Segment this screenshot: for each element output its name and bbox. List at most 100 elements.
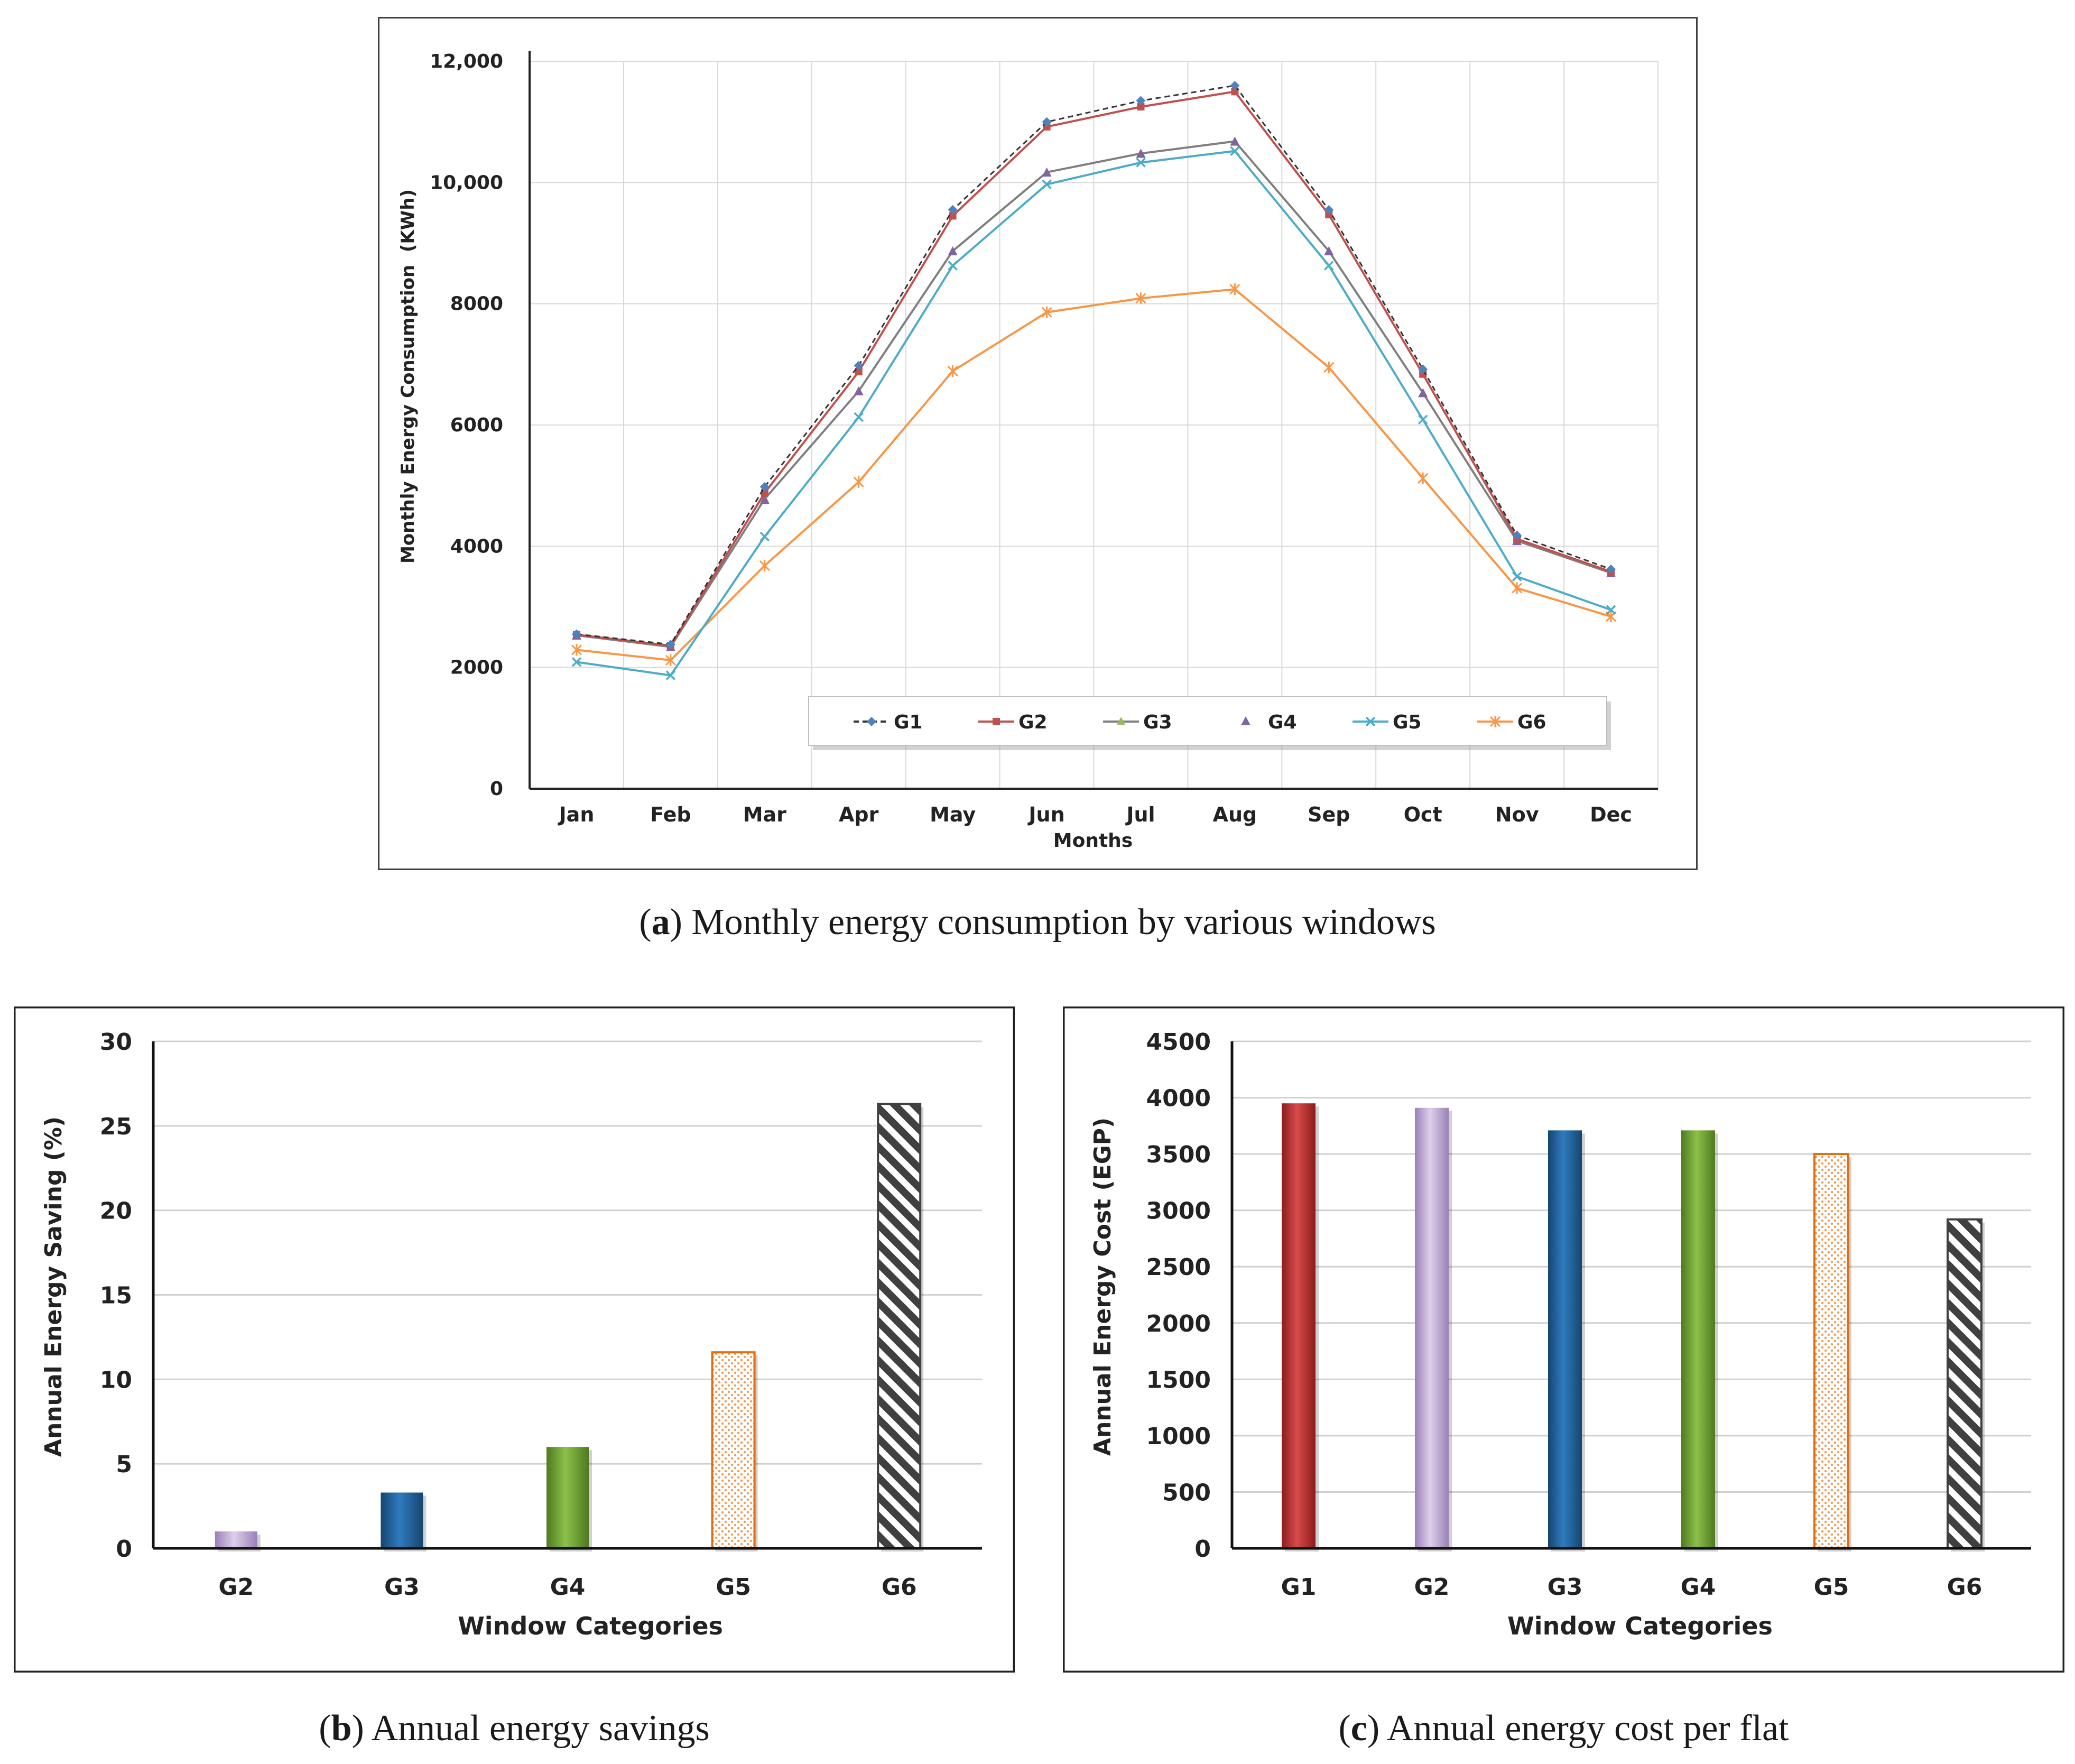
chart-a-point-g5 [1606,605,1616,615]
chart-a-legend: G1 G2 G3 G4 G5 G6 [808,696,1611,750]
chart-a-point-g5 [854,412,864,422]
chart-b-x-tick-label: G6 [882,1574,917,1601]
chart-b-x-tick-label: G2 [218,1574,254,1601]
chart-a-y-tick-label: 12,000 [430,51,503,72]
chart-b-x-axis-label: Window Categories [458,1612,723,1640]
chart-a-point-g6 [665,654,676,666]
chart-a-point-g4 [1324,246,1334,256]
chart-a-y-tick-label: 0 [490,778,503,800]
chart-a-point-g6 [1512,582,1523,594]
chart-c-y-tick-label: 0 [1194,1536,1211,1563]
chart-a-legend-label: G1 [894,712,923,733]
chart-a-point-g2 [1137,103,1145,110]
chart-a-point-g6 [1135,292,1146,304]
chart-a-y-tick-label: 2000 [450,657,503,679]
chart-a-legend-label: G3 [1143,712,1172,733]
chart-c-x-tick-label: G4 [1681,1574,1716,1601]
chart-b-bar-g5 [711,1351,758,1551]
chart-b-bar-rect [546,1447,589,1548]
chart-a-line-g5 [576,150,1611,677]
chart-a-x-tick-label: Dec [1590,803,1632,826]
chart-a-line-g3 [576,140,1611,648]
chart-a-legend-item-g2: G2 [978,712,1048,733]
chart-c-y-tick-label: 3500 [1146,1141,1211,1168]
chart-a-point-g5 [948,261,958,271]
chart-c-x-tick-label: G1 [1281,1574,1317,1601]
chart-a-point-g1 [759,482,770,492]
chart-a-point-g5 [759,531,770,542]
chart-c-bar-rect [1947,1218,1983,1549]
chart-a-point-g6 [853,476,864,488]
chart-c-y-tick-label: 4500 [1146,1029,1211,1056]
chart-b-x-tick-labels: G2 G3 G4 G5 G6 [218,1574,916,1601]
chart-a-x-tick-label: Sep [1308,803,1350,826]
chart-a-series-g6 [571,283,1617,666]
chart-a-y-tick-label: 4000 [450,535,503,557]
chart-b-bar-g6 [877,1103,924,1551]
chart-a-point-g2 [1231,88,1239,96]
chart-a-point-g4 [1042,167,1052,177]
chart-a-y-tick-label: 8000 [450,293,503,315]
chart-a-x-tick-label: Jul [1125,803,1155,826]
chart-a-x-tick-label: May [930,803,976,826]
chart-c-bar-rect [1415,1107,1449,1548]
caption-b: (b) Annual energy savings [319,1708,710,1749]
chart-a-point-g1 [571,629,581,639]
chart-a-y-tick-label: 10,000 [430,172,503,193]
chart-a-legend-marker [1241,716,1250,725]
chart-a-line-g6 [576,288,1611,661]
chart-a-point-g4 [1418,388,1428,398]
chart-a-legend-label: G6 [1517,712,1546,733]
chart-a-x-tick-label: Jun [1027,803,1064,826]
chart-a-point-g4 [1136,149,1146,158]
chart-a-point-g5 [665,670,676,680]
chart-a-x-axis-label: Months [1053,830,1133,852]
chart-b-frame [14,1006,1015,1673]
chart-a-x-tick-label: Jan [558,803,595,826]
chart-a-x-tick-label: Aug [1213,803,1257,826]
chart-a-series-g1 [571,80,1616,650]
chart-a-x-tick-label: Feb [650,803,691,826]
chart-b-axes [152,1041,982,1550]
chart-a-point-g5 [1230,146,1240,156]
chart-b-bar-g3 [381,1492,427,1551]
chart-a-x-tick-label: Apr [839,803,879,826]
chart-c-y-tick-label: 1000 [1146,1423,1211,1450]
chart-c-y-tick-label: 3000 [1146,1198,1211,1225]
chart-a-y-axis-label: Monthly Energy Consumption (KWh) [397,189,419,564]
chart-a-x-tick-label: Oct [1404,803,1442,826]
chart-b-annual-savings: 0 5 10 15 20 25 30 G2 G3 G4 G5 G6 Window Categorie… [14,1006,1015,1673]
chart-a-point-g1 [1042,117,1052,127]
chart-b-bar-rect [215,1531,257,1548]
chart-a-point-g1 [1324,205,1334,215]
chart-a-legend-item-g5: G5 [1353,712,1422,733]
chart-a-x-tick-label: Mar [743,803,786,826]
chart-a-legend-marker [1117,717,1125,725]
chart-a-legend-label: G5 [1393,712,1422,733]
chart-a-axes [529,51,1658,790]
chart-a-point-g6 [1041,306,1052,318]
chart-a-point-g1 [1230,80,1240,90]
chart-a-point-g1 [1136,96,1146,106]
chart-b-x-tick-label: G5 [716,1574,751,1601]
chart-a-point-g1 [948,205,958,215]
chart-a-series [571,80,1617,680]
chart-a-legend-label: G4 [1268,712,1297,733]
chart-a-legend-item-g4: G4 [1241,712,1297,733]
chart-a-point-g5 [1418,414,1428,424]
chart-a-line-g2 [576,90,1611,647]
chart-a-point-g1 [1418,364,1428,374]
chart-c-bar-rect [1282,1103,1316,1548]
chart-a-point-g4 [759,495,770,504]
chart-b-y-tick-label: 10 [100,1366,132,1393]
chart-b-x-tick-label: G3 [384,1574,420,1601]
caption-a: (a) Monthly energy consumption by variou… [639,902,1436,943]
chart-a-point-g6 [1229,283,1240,295]
chart-b-y-tick-labels: 0 5 10 15 20 25 30 [100,1029,132,1563]
chart-a-point-g6 [571,644,582,656]
chart-a-legend-marker [993,718,1000,725]
chart-a-point-g4 [854,386,864,395]
chart-c-x-tick-label: G2 [1414,1574,1450,1601]
chart-b-y-tick-label: 20 [100,1198,132,1225]
